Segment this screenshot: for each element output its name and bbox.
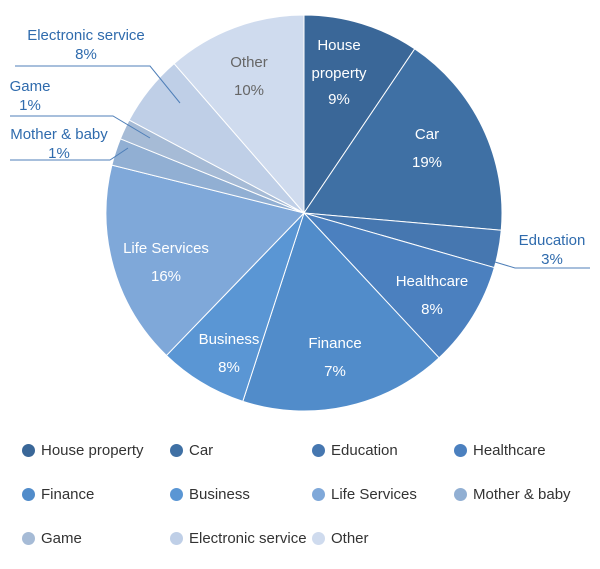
slice-label-other: Other <box>230 54 268 71</box>
slice-value-other: 10% <box>234 82 264 99</box>
slice-label-finance: Finance <box>308 335 361 352</box>
legend-item-car: Car <box>170 442 213 459</box>
leader-line-education <box>494 261 590 269</box>
legend-swatch <box>22 444 35 457</box>
slice-value-car: 19% <box>412 154 442 171</box>
legend-label: Other <box>331 530 369 547</box>
slice-value-business: 8% <box>218 359 240 376</box>
slice-label-business: Business <box>199 331 260 348</box>
pie-slice-healthcare <box>302 212 495 359</box>
slice-value-education: 3% <box>541 251 563 268</box>
legend-label: Finance <box>41 486 95 503</box>
pie-slice-house-property <box>303 14 416 215</box>
slice-value-house-property: 9% <box>328 91 350 108</box>
slice-value-healthcare: 8% <box>421 301 443 318</box>
slice-value-life-services: 16% <box>151 268 181 285</box>
legend-label: Healthcare <box>473 442 546 459</box>
leader-line-electronic-service <box>15 65 181 104</box>
legend-swatch <box>312 488 325 501</box>
legend-label: Business <box>189 486 250 503</box>
legend-item-electronic-service: Electronic service <box>170 530 307 547</box>
legend-label: Electronic service <box>189 530 307 547</box>
leader-line-game <box>10 115 151 139</box>
legend-item-game: Game <box>22 530 82 547</box>
legend-label: Education <box>331 442 398 459</box>
legend-swatch <box>454 488 467 501</box>
leader-line-mother-baby <box>10 147 129 161</box>
legend-item-other: Other <box>312 530 369 547</box>
slice-label-house-property: House <box>317 37 360 54</box>
legend-swatch <box>22 488 35 501</box>
slice-label-healthcare: Healthcare <box>396 273 469 290</box>
slice-value-game: 1% <box>19 97 41 114</box>
legend-item-house-property: House property <box>22 442 144 459</box>
legend-item-finance: Finance <box>22 486 94 503</box>
legend-label: Life Services <box>331 486 417 503</box>
legend-swatch <box>170 532 183 545</box>
pie-slice-car <box>303 48 503 231</box>
legend-item-business: Business <box>170 486 250 503</box>
slice-label-life-services: Life Services <box>123 240 209 257</box>
slice-value-mother-baby: 1% <box>48 145 70 162</box>
legend-swatch <box>22 532 35 545</box>
legend-item-mother-baby: Mother & baby <box>454 486 571 503</box>
slice-label-house-property: property <box>311 65 367 82</box>
pie-slice-other <box>173 14 305 215</box>
legend-swatch <box>170 488 183 501</box>
slice-label-game: Game <box>10 78 51 95</box>
legend-label: Game <box>41 530 82 547</box>
legend-item-healthcare: Healthcare <box>454 442 546 459</box>
slice-label-car: Car <box>415 126 439 143</box>
pie-slice-life-services <box>105 164 305 357</box>
legend-label: House property <box>41 442 144 459</box>
legend-swatch <box>170 444 183 457</box>
slice-value-electronic-service: 8% <box>75 46 97 63</box>
legend-swatch <box>312 444 325 457</box>
legend-label: Car <box>189 442 214 459</box>
legend-swatch <box>454 444 467 457</box>
slice-value-finance: 7% <box>324 363 346 380</box>
slice-label-electronic-service: Electronic service <box>27 27 145 44</box>
pie-slice-finance <box>242 212 440 412</box>
slice-label-education: Education <box>519 232 586 249</box>
pie-chart: House property 9% Car 19% Education 3% Healthca… <box>10 14 590 412</box>
legend-swatch <box>312 532 325 545</box>
legend-label: Mother & baby <box>473 486 571 503</box>
legend-item-life-services: Life Services <box>312 486 417 503</box>
slice-label-mother-baby: Mother & baby <box>10 126 108 143</box>
legend-item-education: Education <box>312 442 398 459</box>
